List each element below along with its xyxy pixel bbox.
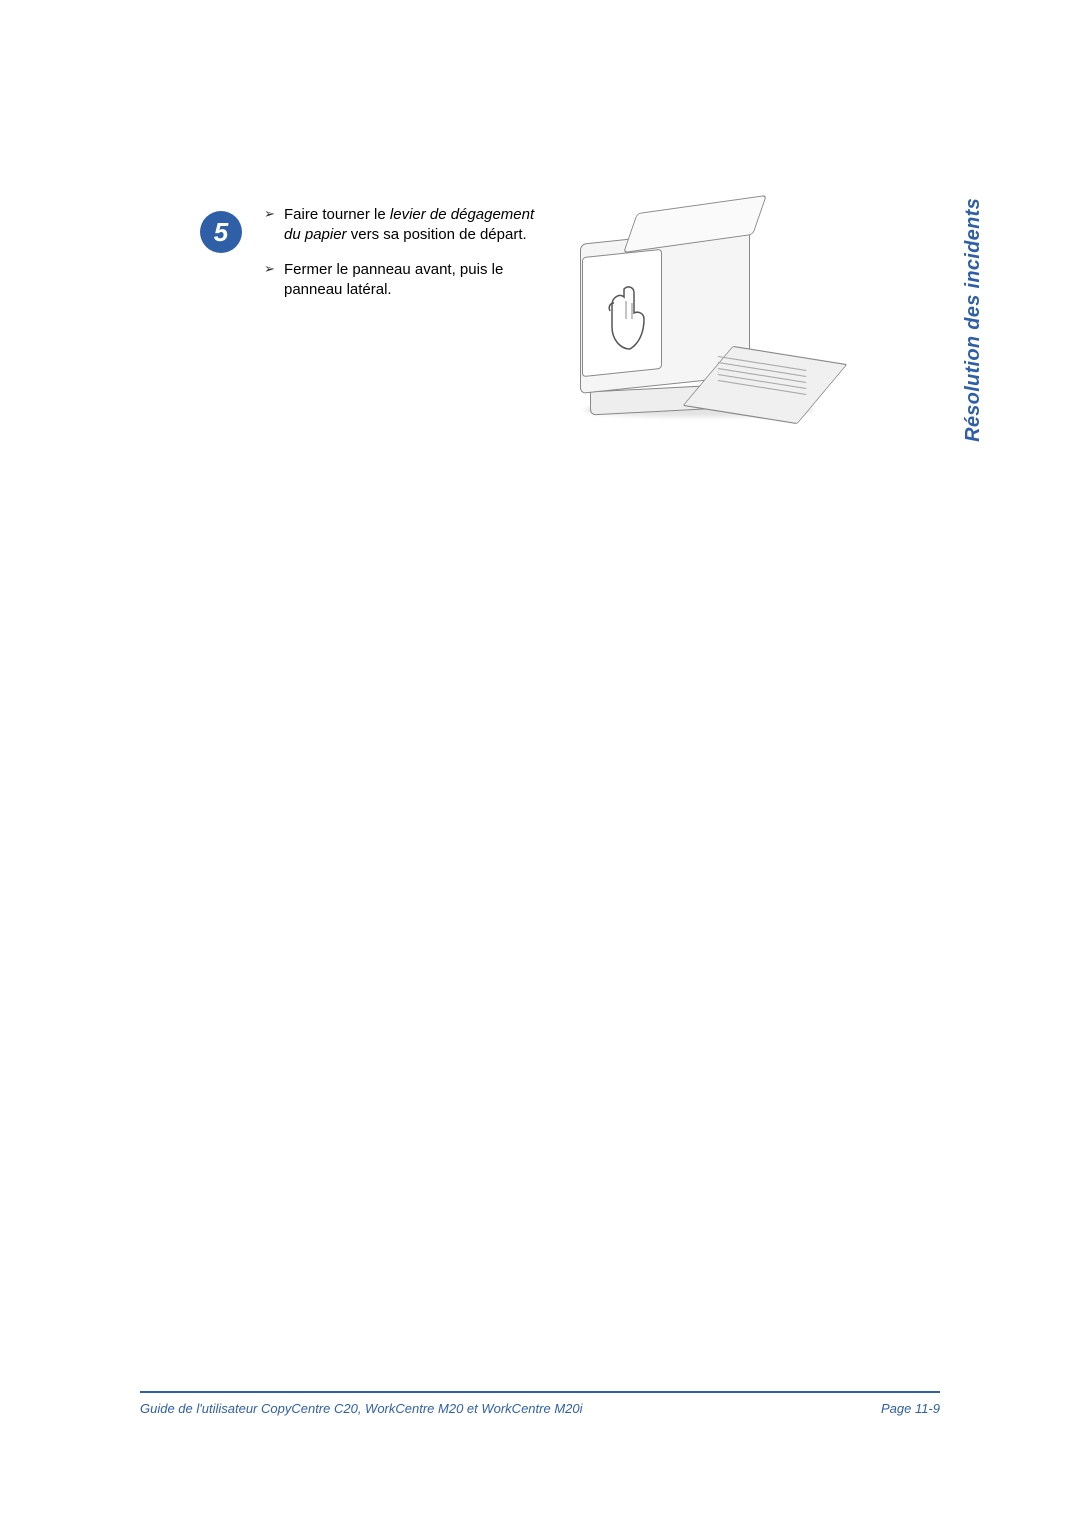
footer-rule: [140, 1391, 940, 1393]
hand-icon: [606, 283, 652, 353]
printer-illustration: [540, 205, 840, 425]
footer-left: Guide de l'utilisateur CopyCentre C20, W…: [140, 1401, 583, 1416]
bullet-1-pre: Faire tourner le: [284, 206, 390, 223]
bullet-2: Fermer le panneau avant, puis le panneau…: [264, 260, 544, 301]
bullet-1-post: vers sa position de départ.: [347, 226, 527, 243]
footer-row: Guide de l'utilisateur CopyCentre C20, W…: [140, 1401, 940, 1416]
bullet-1: Faire tourner le levier de dégagement du…: [264, 205, 544, 246]
step-bullets: Faire tourner le levier de dégagement du…: [264, 205, 544, 314]
footer-right: Page 11-9: [881, 1401, 940, 1416]
printer-figure: [540, 205, 840, 425]
step-number-badge: 5: [200, 211, 242, 253]
section-side-label: Résolution des incidents: [962, 198, 985, 442]
page: 5 Faire tourner le levier de dégagement …: [0, 0, 1080, 1528]
page-footer: Guide de l'utilisateur CopyCentre C20, W…: [140, 1391, 940, 1416]
